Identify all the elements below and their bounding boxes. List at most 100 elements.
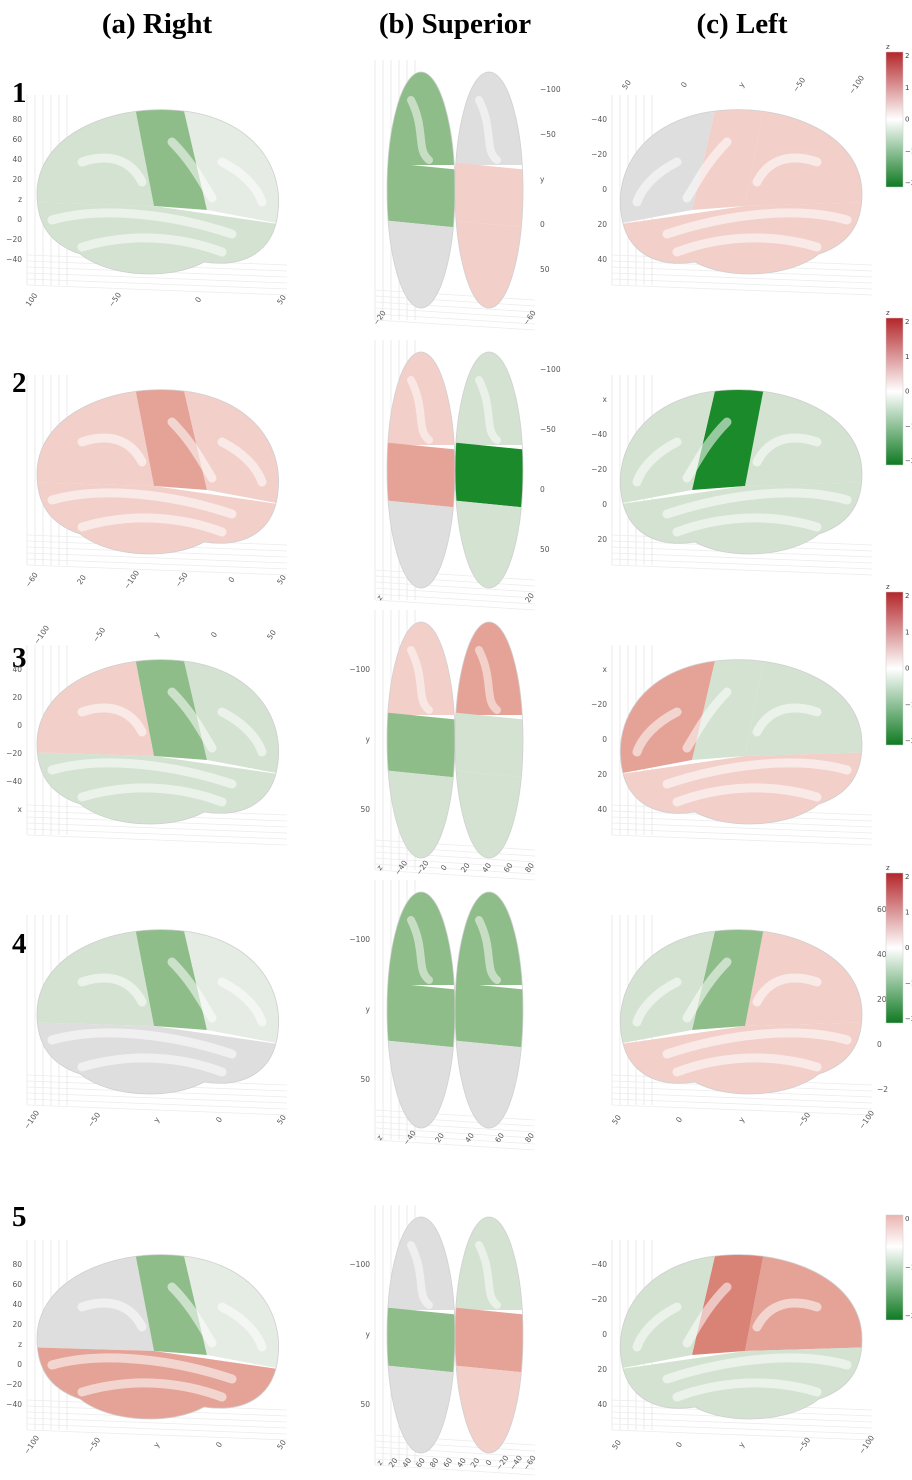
- colorbar-gradient: [886, 592, 903, 745]
- colorbar-tick-label: −1: [905, 1264, 912, 1272]
- axis-tick-label: y: [737, 1115, 747, 1124]
- brain-superior: [381, 65, 529, 315]
- frontal-region: [745, 922, 877, 1026]
- axis-tick-label: 100: [24, 291, 40, 308]
- row-label: 1: [12, 77, 27, 109]
- axis-tick-label: 20: [12, 175, 22, 184]
- brain-superior: [381, 615, 529, 865]
- axis-tick-label: y: [366, 735, 371, 744]
- axis-tick-label: −100: [857, 1109, 876, 1131]
- grid-line: [612, 835, 872, 845]
- axis-tick-label: 40: [480, 861, 493, 874]
- axis-tick-label: −50: [791, 75, 808, 93]
- grid-line: [612, 1418, 872, 1428]
- grid-line: [375, 600, 535, 610]
- axis-tick-label: −40: [591, 1260, 607, 1269]
- grid-line: [27, 829, 287, 839]
- grid-line: [612, 553, 872, 563]
- figure: (a) Right(b) Superior(c) Left180604020z0…: [0, 0, 912, 1480]
- colorbar-title: z: [886, 864, 890, 872]
- axis-tick-label: 40: [597, 805, 607, 814]
- axis-tick-label: 80: [428, 1456, 441, 1469]
- colorbar-tick-label: 1: [905, 353, 909, 361]
- column-header: (c) Left: [697, 8, 788, 40]
- brain-superior: [381, 885, 529, 1135]
- axis-tick-label: 0: [214, 1115, 224, 1124]
- colorbar-gradient: [886, 318, 903, 465]
- axis-tick-label: 20: [433, 1131, 446, 1144]
- axis-tick-label: −100: [349, 665, 370, 674]
- axis-tick-label: 50: [540, 265, 550, 274]
- axis-tick-label: 0: [439, 863, 449, 872]
- axis-tick-label: −20: [591, 150, 607, 159]
- axis-tick-label: x: [603, 665, 608, 674]
- frontal-region: [22, 102, 154, 206]
- axis-tick-label: −20: [371, 308, 388, 326]
- axis-tick-label: −40: [6, 1400, 22, 1409]
- grid-line: [27, 835, 287, 845]
- colorbar-tick-label: −2: [905, 1015, 912, 1023]
- axis-tick-label: 0: [17, 215, 22, 224]
- back-region: [449, 770, 529, 865]
- axis-tick-label: −20: [591, 1295, 607, 1304]
- back-region: [449, 220, 529, 315]
- hemisphere: [449, 65, 529, 315]
- middle-region: [449, 442, 529, 508]
- colorbar-tick-label: −1: [905, 147, 912, 155]
- axis-tick-label: 60: [12, 135, 22, 144]
- axis-tick-label: −50: [540, 425, 556, 434]
- middle-region: [449, 162, 529, 228]
- axis-tick-label: 0: [193, 295, 203, 304]
- grid-line: [612, 1105, 872, 1115]
- hemisphere: [449, 615, 529, 865]
- middle-region: [449, 982, 529, 1048]
- colorbar-tick-label: −1: [905, 701, 912, 709]
- axis-tick-label: 80: [12, 115, 22, 124]
- axis-tick-label: 0: [679, 80, 689, 89]
- axis-tick-label: y: [540, 175, 545, 184]
- axis-tick-label: 0: [602, 185, 607, 194]
- axis-tick-label: 40: [597, 1400, 607, 1409]
- grid-line: [27, 1099, 287, 1109]
- axis-tick-label: −40: [6, 777, 22, 786]
- colorbar-tick-label: −1: [905, 422, 912, 430]
- brain-superior: [381, 345, 529, 595]
- colorbar-tick-label: −2: [905, 1312, 912, 1320]
- grid-line: [612, 1093, 872, 1103]
- axis-tick-label: 40: [12, 1300, 22, 1309]
- colorbar-title: z: [886, 309, 890, 317]
- axis-tick-label: 20: [597, 1365, 607, 1374]
- axis-tick-label: 50: [620, 78, 633, 91]
- frontal-region: [745, 652, 877, 756]
- colorbar-tick-label: 2: [905, 873, 909, 881]
- axis-tick-label: −100: [847, 74, 866, 96]
- axis-tick-label: −50: [91, 625, 108, 643]
- axis-tick-label: −50: [86, 1110, 103, 1128]
- axis-tick-label: 0: [540, 485, 545, 494]
- frontal-region: [22, 382, 154, 486]
- grid-line: [27, 559, 287, 569]
- grid-line: [612, 273, 872, 283]
- axis-tick-label: −20: [6, 235, 22, 244]
- axis-tick-label: −50: [173, 570, 190, 588]
- axis-tick-label: −100: [32, 624, 51, 646]
- grid-line: [612, 1099, 872, 1109]
- axis-tick-label: 40: [463, 1131, 476, 1144]
- row-label: 5: [12, 1201, 27, 1233]
- grid-line: [27, 1105, 287, 1115]
- colorbar-tick-label: 0: [905, 1215, 909, 1223]
- axis-tick-label: −50: [796, 1110, 813, 1128]
- axis-tick-label: −100: [540, 365, 561, 374]
- hemisphere: [381, 615, 461, 865]
- colorbar-tick-label: 0: [905, 665, 909, 673]
- axis-tick-label: x: [18, 805, 23, 814]
- axis-tick-label: −20: [494, 1453, 511, 1471]
- axis-tick-label: −100: [349, 1260, 370, 1269]
- colorbar-tick-label: 0: [905, 944, 909, 952]
- axis-tick-label: −50: [796, 1435, 813, 1453]
- axis-tick-label: −40: [591, 115, 607, 124]
- hemisphere: [381, 1210, 461, 1460]
- axis-tick-label: 20: [469, 1456, 482, 1469]
- middle-region: [381, 162, 461, 228]
- grid-line: [27, 1430, 287, 1440]
